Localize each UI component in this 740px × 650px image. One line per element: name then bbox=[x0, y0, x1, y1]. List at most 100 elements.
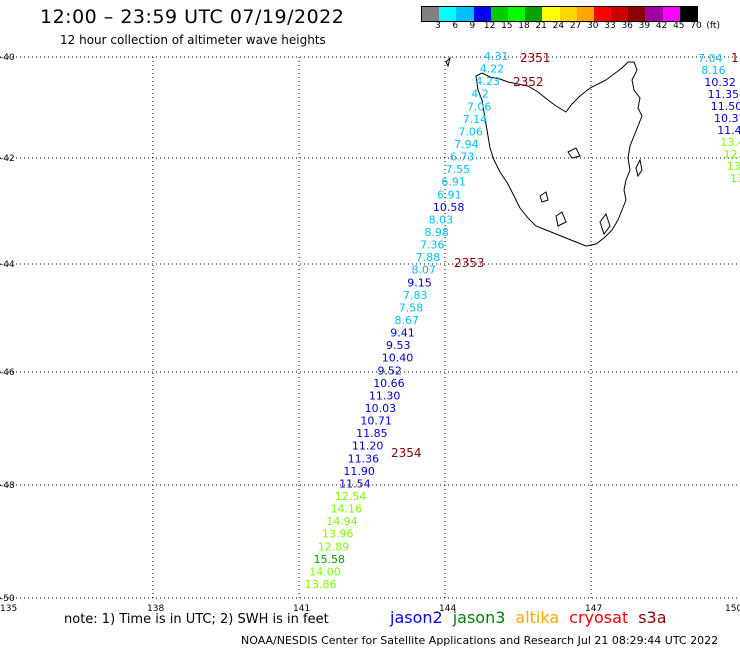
legend-tick-label: 30 bbox=[587, 21, 599, 31]
time-marker: 2353 bbox=[454, 256, 485, 270]
map-title: 12:00 – 23:59 UTC 07/19/2022 bbox=[40, 6, 345, 28]
right-edge-track: 7.048.1610.3211.3511.5010.3111.4813.412.… bbox=[698, 51, 740, 185]
satellite-legend: jason2 jason3 altika cryosat s3a bbox=[390, 608, 677, 627]
longitude-label: 147 bbox=[585, 604, 602, 614]
wave-height-label: 7.58 bbox=[399, 301, 424, 314]
legend-tick-label: 9 bbox=[469, 21, 476, 31]
wave-height-label: 4.2 bbox=[471, 88, 489, 101]
satellite-legend-item: jason3 bbox=[452, 608, 506, 627]
wave-height-label: 7.04 bbox=[698, 52, 723, 65]
legend-swatch-4 bbox=[490, 7, 508, 21]
wave-height-label: 14.16 bbox=[331, 503, 363, 516]
latitude-label: -50 bbox=[0, 594, 15, 604]
legend-swatch-12 bbox=[628, 7, 646, 21]
wave-height-label: 4.31 bbox=[484, 50, 509, 63]
legend-tick-label: 45 bbox=[673, 21, 685, 31]
wave-height-label: 7.14 bbox=[463, 113, 488, 126]
latitude-label: -48 bbox=[0, 481, 15, 491]
wave-height-label: 7.06 bbox=[458, 125, 483, 138]
wave-height-label: 13 bbox=[730, 172, 740, 185]
legend-tick-label: 12 bbox=[483, 21, 496, 31]
time-marker: 2351 bbox=[520, 51, 551, 65]
legend-swatch-2 bbox=[456, 7, 474, 21]
wave-height-label: 8.98 bbox=[424, 226, 449, 239]
legend-tick-label: 70 bbox=[690, 21, 702, 31]
wave-height-label: 11.50 bbox=[711, 100, 740, 113]
wave-height-label: 9.15 bbox=[407, 276, 432, 289]
wave-height-label: 11.48 bbox=[717, 124, 740, 137]
longitude-label: 135 bbox=[0, 604, 17, 614]
wave-height-label: 10.32 bbox=[704, 76, 736, 89]
wave-height-label: 10.71 bbox=[360, 415, 392, 428]
legend-swatch-0 bbox=[422, 7, 440, 21]
wave-height-label: 6.91 bbox=[441, 176, 466, 189]
wave-height-label: 9.52 bbox=[377, 364, 402, 377]
satellite-legend-item: cryosat bbox=[569, 608, 629, 627]
wave-height-label: 13. bbox=[727, 160, 740, 173]
legend-swatch-11 bbox=[611, 7, 629, 21]
time-marker: 2352 bbox=[513, 75, 544, 89]
wave-height-label: 11.36 bbox=[348, 452, 380, 465]
wave-height-label: 6.73 bbox=[450, 151, 475, 164]
wave-height-label: 12.54 bbox=[335, 490, 367, 503]
wave-height-label: 11.54 bbox=[339, 477, 371, 490]
satellite-legend-item: jason2 bbox=[390, 608, 443, 627]
lake-shape-3 bbox=[555, 211, 567, 227]
legend-tick-label: 42 bbox=[655, 21, 668, 31]
legend-swatch-7 bbox=[542, 7, 560, 21]
wave-height-label: 7.94 bbox=[454, 138, 479, 151]
wave-height-label: 12.3 bbox=[724, 148, 740, 161]
legend-swatch-14 bbox=[662, 7, 680, 21]
wave-height-label: 11.20 bbox=[352, 440, 384, 453]
time-marker: 2354 bbox=[391, 446, 422, 460]
wave-height-label: 4.23 bbox=[475, 75, 500, 88]
wave-height-color-legend bbox=[421, 6, 698, 22]
wave-height-label: 14.00 bbox=[309, 565, 341, 578]
latitude-label: -46 bbox=[0, 368, 15, 378]
legend-swatch-9 bbox=[576, 7, 594, 21]
wave-height-label: 8.07 bbox=[412, 264, 437, 277]
satellite-legend-item: altika bbox=[515, 608, 560, 627]
tasmania-mainland bbox=[475, 61, 643, 247]
wave-height-label: 10.58 bbox=[433, 201, 465, 214]
wave-height-label: 8.03 bbox=[429, 213, 454, 226]
legend-tick-labels: 3 6 9 12 15 18 21 24 27 30 33 36 39 42 45 70 (ft) bbox=[421, 21, 740, 33]
wave-height-label: 7.83 bbox=[403, 289, 428, 302]
legend-swatch-13 bbox=[645, 7, 663, 21]
lake-shape-1 bbox=[567, 147, 581, 159]
legend-swatch-8 bbox=[559, 7, 577, 21]
legend-tick-label: 27 bbox=[569, 21, 582, 31]
longitude-label: 138 bbox=[147, 604, 164, 614]
footer-credit: NOAA/NESDIS Center for Satellite Applica… bbox=[241, 634, 719, 647]
legend-swatch-1 bbox=[439, 7, 457, 21]
longitude-label: 150 bbox=[725, 604, 740, 614]
legend-swatch-10 bbox=[593, 7, 612, 21]
wave-height-label: 9.53 bbox=[386, 339, 411, 352]
wave-height-label: 7.88 bbox=[416, 251, 441, 264]
wave-height-label: 14.94 bbox=[326, 515, 358, 528]
maria-island bbox=[635, 158, 643, 178]
wave-height-label: 15.58 bbox=[314, 553, 346, 566]
legend-unit: (ft) bbox=[706, 21, 720, 31]
footer-note: note: 1) Time is in UTC; 2) SWH is in fe… bbox=[64, 612, 329, 627]
legend-tick-label: 39 bbox=[638, 21, 651, 31]
longitude-label: 144 bbox=[439, 604, 456, 614]
legend-tick-label: 18 bbox=[518, 21, 530, 31]
wave-height-label: 11.35 bbox=[708, 88, 740, 101]
legend-tick-label: 36 bbox=[621, 21, 633, 31]
wave-height-label: 9.41 bbox=[390, 327, 415, 340]
map-subtitle: 12 hour collection of altimeter wave hei… bbox=[60, 33, 326, 47]
wave-height-label: 6.91 bbox=[437, 188, 462, 201]
wave-height-label: 12.89 bbox=[318, 540, 350, 553]
legend-swatch-6 bbox=[525, 7, 543, 21]
wave-height-label: 10.66 bbox=[373, 377, 405, 390]
bruny-island bbox=[599, 212, 611, 236]
wave-height-label: 13.4 bbox=[720, 136, 740, 149]
wave-height-label: 7.06 bbox=[467, 100, 492, 113]
latitude-label: -44 bbox=[0, 260, 15, 270]
wave-height-label: 7.55 bbox=[446, 163, 471, 176]
wave-height-label: 11.30 bbox=[369, 389, 401, 402]
legend-tick-label: 15 bbox=[501, 21, 513, 31]
wave-height-label: 7.36 bbox=[420, 239, 445, 252]
jason-track: 4.314.224.234.27.067.147.067.946.737.556… bbox=[305, 50, 551, 591]
